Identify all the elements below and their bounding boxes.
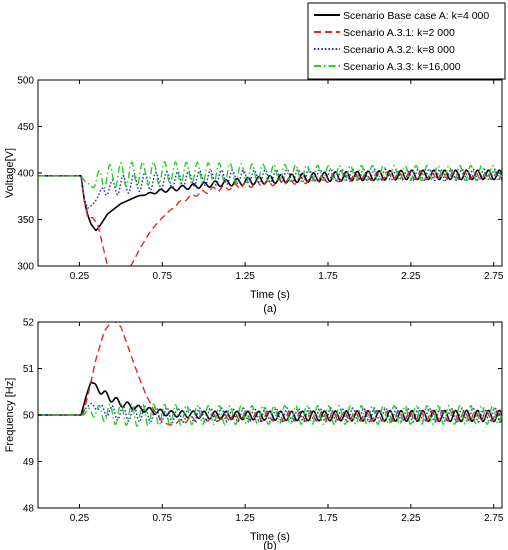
legend-label-a31: Scenario A.3.1: k=2 000 (343, 27, 455, 39)
frequency-ytick-label: 48 (23, 504, 35, 515)
frequency-xtick-label: 2.25 (401, 513, 421, 524)
legend-label-a32: Scenario A.3.2: k=8 000 (343, 44, 455, 56)
voltage-xtick-label: 1.75 (318, 271, 338, 282)
frequency-chart: 0.25 0.75 1.25 1.75 2.25 2.75 48 49 50 51 52 Time … (4, 318, 504, 550)
voltage-ytick-label: 450 (17, 122, 34, 133)
legend-box (307, 2, 506, 80)
voltage-xlabel: Time (s) (250, 289, 290, 301)
frequency-ytick-label: 51 (23, 364, 35, 375)
frequency-xlabel: Time (s) (250, 531, 290, 543)
voltage-panel-label: (a) (263, 303, 276, 315)
frequency-series-group (38, 322, 502, 427)
frequency-ytick-label: 50 (23, 411, 35, 422)
frequency-series-base-case (38, 380, 502, 423)
voltage-ytick-label: 500 (17, 76, 34, 87)
voltage-chart: 0.25 0.75 1.25 1.75 2.25 2.75300350400450500 … (4, 76, 504, 316)
voltage-ytick-label: 350 (17, 215, 34, 226)
voltage-xtick-label: 2.25 (401, 271, 421, 282)
frequency-ytick-label: 49 (23, 457, 35, 468)
voltage-series-a31 (38, 171, 502, 266)
frequency-series-a33 (38, 402, 502, 427)
voltage-series-group (38, 160, 502, 266)
legend: Scenario Base case A: k=4 000 Scenario A… (307, 2, 506, 80)
legend-label-base-case: Scenario Base case A: k=4 000 (343, 10, 489, 22)
frequency-ytick-label: 52 (23, 318, 35, 329)
voltage-xtick-label: 2.75 (484, 271, 504, 282)
voltage-ylabel: Voltage[V] (4, 148, 16, 198)
voltage-xtick-label: 1.25 (235, 271, 255, 282)
legend-label-a33: Scenario A.3.3: k=16,000 (343, 61, 461, 73)
frequency-xtick-label: 0.25 (70, 513, 90, 524)
frequency-xtick-label: 1.75 (318, 513, 338, 524)
voltage-ytick-label: 400 (17, 169, 34, 180)
frequency-panel-label: (b) (263, 540, 276, 550)
frequency-ylabel: Frequency [Hz] (4, 378, 16, 453)
frequency-xtick-label: 2.75 (484, 513, 504, 524)
voltage-ytick-label: 300 (17, 262, 34, 273)
frequency-ticks: 0.25 0.75 1.25 1.75 2.25 2.75 48 49 50 51 52 (23, 318, 504, 525)
frequency-xtick-label: 1.25 (235, 513, 255, 524)
voltage-series-a32 (38, 168, 502, 210)
frequency-xtick-label: 0.75 (153, 513, 173, 524)
voltage-ticks: 0.25 0.75 1.25 1.75 2.25 2.75 300 350 400 450 500 (17, 76, 504, 283)
voltage-xtick-label: 0.25 (70, 271, 90, 282)
voltage-xtick-label: 0.75 (153, 271, 173, 282)
